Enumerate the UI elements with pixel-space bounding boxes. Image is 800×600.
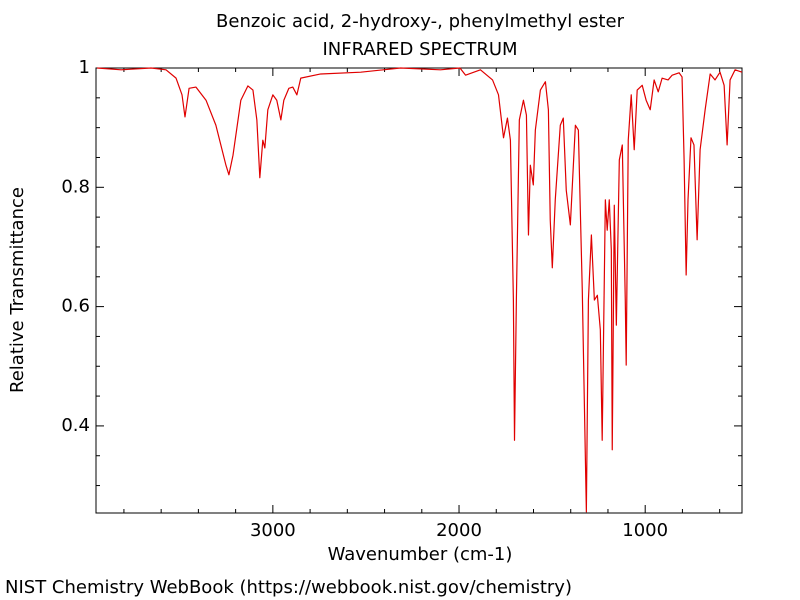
x-axis-label: Wavenumber (cm-1) [328,544,513,565]
x-tick-label: 1000 [622,520,668,541]
y-tick-label: 1 [79,57,90,78]
spectrum-line [97,67,743,513]
y-tick-label: 0.6 [61,296,90,317]
chart-subtitle: INFRARED SPECTRUM [322,39,517,60]
chart-title: Benzoic acid, 2-hydroxy-, phenylmethyl e… [216,11,625,32]
y-axis-label: Relative Transmittance [7,187,28,393]
footer: NIST Chemistry WebBook (https://webbook.… [5,577,572,598]
plot-frame [95,67,743,514]
y-tick-label: 0.8 [61,176,90,197]
y-tick-label: 0.4 [61,415,90,436]
x-tick-label: 3000 [250,520,296,541]
x-tick-label: 2000 [436,520,482,541]
